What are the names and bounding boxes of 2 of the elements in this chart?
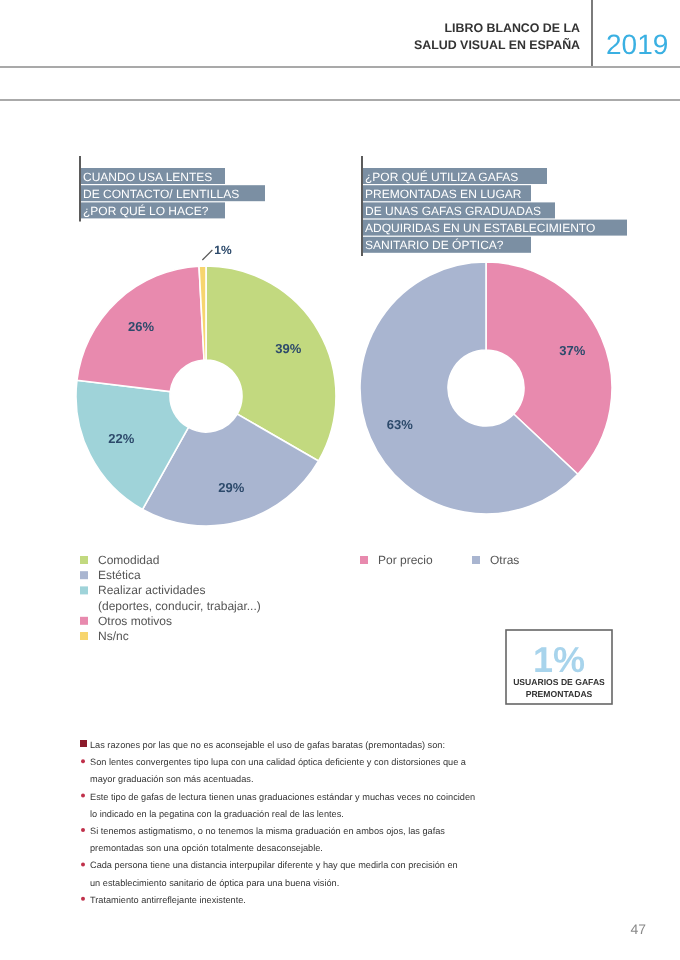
text: 1% <box>532 640 586 680</box>
text: 2019 <box>606 28 669 60</box>
